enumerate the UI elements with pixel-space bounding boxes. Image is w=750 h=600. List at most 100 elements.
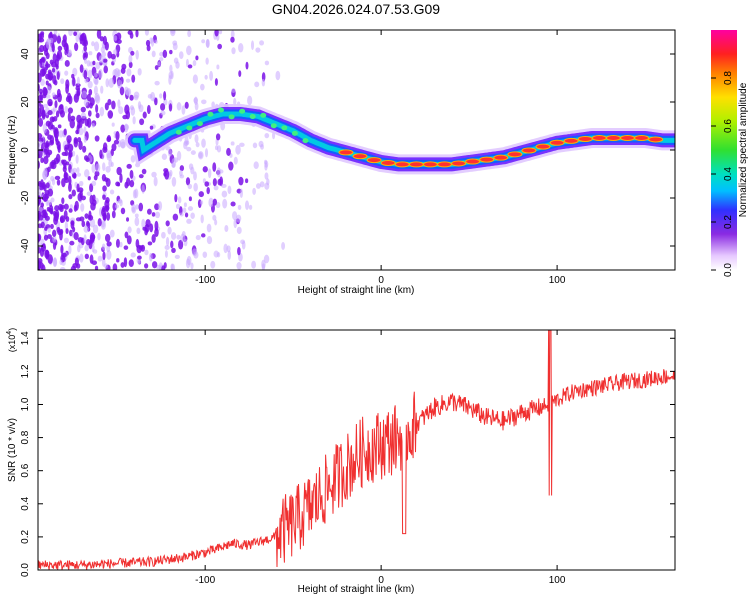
noise-blob — [245, 178, 249, 184]
noise-blob — [248, 204, 253, 210]
noise-blob — [42, 103, 49, 108]
noise-blob — [178, 51, 184, 60]
noise-blob — [70, 168, 75, 175]
noise-blob — [71, 73, 75, 79]
y-tick-label: 0.0 — [20, 563, 31, 577]
noise-blob — [165, 220, 170, 227]
noise-blob — [212, 214, 217, 221]
noise-blob — [190, 150, 196, 155]
x-tick-label: -100 — [195, 575, 215, 586]
noise-blob — [132, 189, 137, 199]
noise-blob — [51, 67, 56, 73]
noise-blob — [56, 54, 60, 59]
noise-blob — [202, 178, 206, 184]
noise-blob — [127, 226, 132, 234]
noise-blob — [102, 162, 106, 172]
noise-blob — [68, 30, 73, 37]
noise-blob — [183, 238, 188, 247]
snr-panel: -100 0 100 0.0 0.2 0.4 0.6 0.8 1.0 1.2 1.4 Height … — [6, 328, 676, 595]
ridge-spot — [302, 138, 309, 144]
noise-blob — [106, 212, 111, 221]
noise-blob — [54, 205, 60, 212]
noise-blob — [116, 166, 122, 176]
noise-blob — [147, 93, 153, 99]
noise-blob — [38, 214, 44, 221]
noise-blob — [119, 199, 123, 207]
ridge-spot — [239, 108, 246, 114]
noise-blob — [233, 156, 238, 165]
noise-blob — [52, 229, 57, 237]
noise-blob — [111, 100, 116, 110]
noise-blob — [53, 30, 58, 36]
noise-blob — [171, 247, 176, 254]
noise-blob — [126, 177, 131, 187]
noise-blob — [38, 260, 42, 270]
noise-blob — [88, 239, 93, 250]
noise-blob — [96, 30, 102, 39]
noise-blob — [181, 230, 186, 237]
noise-blob — [99, 36, 105, 42]
noise-blob — [87, 214, 94, 221]
noise-blob — [154, 39, 158, 44]
ridge-peak — [591, 135, 607, 141]
ridge-peak — [436, 161, 452, 168]
noise-blob — [75, 154, 79, 164]
noise-blob — [80, 203, 85, 212]
noise-blob — [44, 193, 50, 200]
noise-blob — [160, 110, 166, 116]
noise-blob — [154, 220, 159, 231]
noise-blob — [64, 150, 69, 157]
noise-blob — [85, 157, 90, 163]
noise-blob — [137, 255, 142, 260]
noise-blob — [251, 260, 257, 269]
noise-blob — [131, 74, 136, 83]
noise-blob — [84, 253, 89, 260]
noise-blob — [68, 244, 72, 255]
noise-blob — [69, 240, 75, 246]
noise-blob — [49, 161, 55, 169]
noise-blob — [205, 38, 210, 49]
colorbar-tick-label: 0.2 — [723, 215, 734, 229]
noise-blob — [53, 79, 58, 86]
noise-blob — [79, 180, 84, 187]
noise-blob — [54, 100, 58, 109]
noise-blob — [55, 153, 61, 163]
noise-blob — [226, 147, 231, 156]
noise-blob — [216, 64, 220, 70]
noise-blob — [69, 118, 75, 129]
noise-blob — [106, 249, 112, 260]
noise-blob — [236, 226, 242, 235]
noise-blob — [61, 177, 66, 188]
noise-blob — [264, 159, 268, 165]
noise-blob — [101, 243, 106, 251]
noise-blob — [45, 120, 51, 127]
noise-blob — [200, 214, 204, 224]
noise-blob — [83, 45, 88, 52]
noise-blob — [47, 166, 51, 173]
noise-blob — [100, 85, 104, 94]
noise-blob — [108, 77, 115, 88]
noise-blob — [247, 95, 253, 106]
noise-blob — [163, 262, 167, 269]
noise-blob — [114, 204, 120, 209]
noise-blob — [51, 92, 56, 98]
noise-blob — [39, 91, 43, 101]
noise-blob — [38, 37, 42, 43]
noise-blob — [254, 81, 260, 88]
noise-blob — [192, 60, 197, 67]
noise-blob — [68, 208, 73, 213]
ridge-peak — [563, 137, 579, 144]
noise-blob — [218, 30, 223, 35]
noise-blob — [84, 244, 89, 252]
ridge-peak — [451, 160, 467, 167]
noise-blob — [91, 41, 95, 47]
noise-blob — [55, 110, 60, 118]
noise-blob — [91, 180, 97, 187]
noise-blob — [151, 50, 156, 58]
noise-blob — [76, 90, 80, 96]
noise-blob — [95, 112, 100, 119]
noise-blob — [92, 199, 97, 207]
noise-blob — [87, 80, 93, 89]
noise-blob — [145, 39, 151, 47]
